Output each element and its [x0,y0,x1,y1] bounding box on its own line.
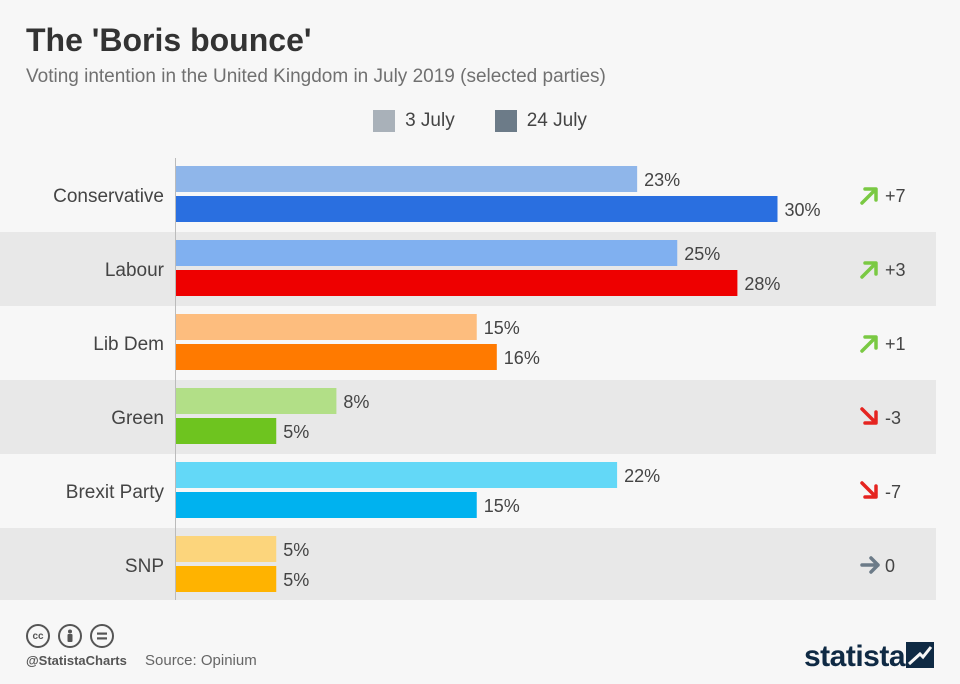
data-label-snp-3-july: 5% [283,540,309,560]
data-label-conservative-3-july: 23% [644,170,680,190]
bar-green-24-july [176,418,277,444]
equals-icon [90,624,114,648]
bar-chart: Conservative 23% 30% +7 Labour 25% 28% +3 Lib De… [0,158,936,600]
legend-swatch-3-july [373,110,396,132]
bar-labour-3-july [176,240,678,266]
data-label-lib-dem-24-july: 16% [504,348,540,368]
data-label-lib-dem-3-july: 15% [484,318,520,338]
bar-snp-24-july [176,566,277,592]
category-label-brexit-party: Brexit Party [66,482,165,503]
change-arrow-right-icon-snp [860,556,880,574]
legend-label-3-july: 3 July [405,110,455,131]
change-arrow-up-right-icon-conservative [860,187,878,205]
bar-labour-24-july [176,270,738,296]
data-label-green-24-july: 5% [283,422,309,442]
bar-green-3-july [176,388,337,414]
category-label-conservative: Conservative [53,186,164,207]
category-label-lib-dem: Lib Dem [93,334,164,355]
change-label-labour: +3 [885,260,906,280]
change-label-lib-dem: +1 [885,334,906,354]
chart-title: The 'Boris bounce' [26,22,312,58]
legend-item-3-july: 3 July [373,110,455,132]
category-label-labour: Labour [105,260,165,281]
data-label-brexit-party-24-july: 15% [484,496,520,516]
change-arrow-down-right-icon-green [860,407,878,425]
change-label-snp: 0 [885,556,895,576]
row-band-snp [0,528,936,600]
cc-icon: cc [26,624,50,648]
license-icons: cc [26,624,114,648]
change-arrow-down-right-icon-brexit-party [860,481,878,499]
legend-label-24-july: 24 July [526,110,587,131]
category-label-green: Green [111,408,164,429]
bar-lib-dem-3-july [176,314,477,340]
change-arrow-up-right-icon-labour [860,261,878,279]
bar-lib-dem-24-july [176,344,497,370]
bar-snp-3-july [176,536,277,562]
data-label-green-3-july: 8% [343,392,369,412]
change-label-brexit-party: -7 [885,482,901,502]
statista-logo: statista [804,640,906,673]
source-note: Source: Opinium [145,652,257,669]
statista-logo-icon [906,642,934,668]
change-label-conservative: +7 [885,186,906,206]
legend-item-24-july: 24 July [494,110,587,132]
bar-brexit-party-24-july [176,492,477,518]
row-band-green [0,380,936,454]
bar-conservative-3-july [176,166,638,192]
bar-conservative-24-july [176,196,778,222]
bar-brexit-party-3-july [176,462,618,488]
legend-swatch-24-july [494,110,517,132]
category-label-snp: SNP [125,556,164,577]
data-label-brexit-party-3-july: 22% [624,466,660,486]
data-label-conservative-24-july: 30% [785,200,821,220]
data-label-labour-24-july: 28% [744,274,780,294]
person-icon [58,624,82,648]
data-label-labour-3-july: 25% [684,244,720,264]
change-label-green: -3 [885,408,901,428]
legend: 3 July 24 July [0,110,960,132]
change-arrow-up-right-icon-lib-dem [860,335,878,353]
twitter-handle: @StatistaCharts [26,653,127,668]
chart-subtitle: Voting intention in the United Kingdom i… [26,66,606,87]
data-label-snp-24-july: 5% [283,570,309,590]
